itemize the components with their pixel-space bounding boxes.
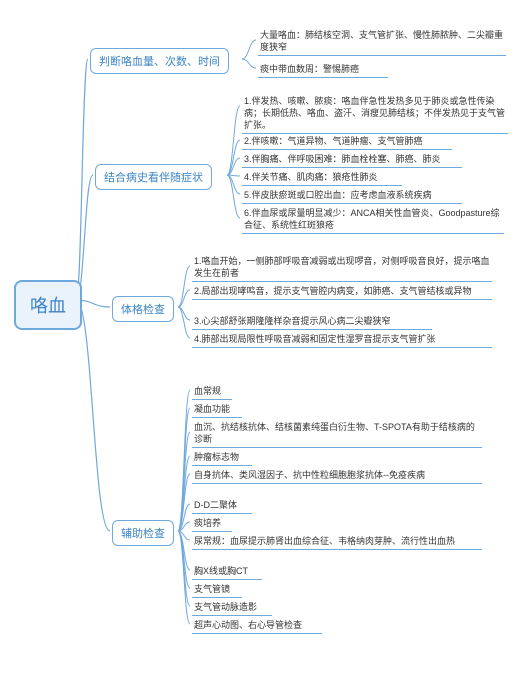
leaf-node-b1l1[interactable]: 大量咯血：肺结核空洞、支气管扩张、慢性肺脓肿、二尖瓣重度狭窄 — [258, 28, 506, 56]
leaf-node-b3l2[interactable]: 2.局部出现哮鸣音，提示支气管腔内病变，如肺癌、支气管结核或异物 — [192, 284, 492, 300]
leaf-node-b4l10[interactable]: 支气管镜 — [192, 582, 242, 598]
leaf-node-b2l5[interactable]: 5.伴皮肤瘀斑或口腔出血：应考虑血液系统疾病 — [242, 188, 462, 204]
leaf-node-b4l11[interactable]: 支气管动脉造影 — [192, 600, 272, 616]
leaf-node-b3l3[interactable]: 3.心尖部舒张期隆隆样杂音提示风心病二尖瓣狭窄 — [192, 314, 432, 330]
leaf-node-b4l2[interactable]: 凝血功能 — [192, 402, 242, 418]
leaf-node-b4l7[interactable]: 痰培养 — [192, 516, 232, 532]
leaf-node-b2l1[interactable]: 1.伴发热、咳嗽、脓痰：咯血伴急性发热多见于肺炎或急性传染病；长期低热、咯血、盗… — [242, 94, 508, 134]
branch-node-b4[interactable]: 辅助检查 — [112, 520, 174, 546]
branch-node-b2[interactable]: 结合病史看伴随症状 — [95, 164, 212, 190]
leaf-node-b4l1[interactable]: 血常规 — [192, 384, 232, 400]
leaf-node-b2l3[interactable]: 3.伴胸痛、伴呼吸困难：肺血栓栓塞、肺癌、肺炎 — [242, 152, 462, 168]
leaf-node-b4l9[interactable]: 胸X线或胸CT — [192, 564, 262, 580]
leaf-node-b2l4[interactable]: 4.伴关节痛、肌肉痛：狼疮性肺炎 — [242, 170, 402, 186]
leaf-node-b4l12[interactable]: 超声心动图、右心导管检查 — [192, 618, 322, 634]
leaf-node-b2l2[interactable]: 2.伴咳嗽：气道异物、气道肿瘤、支气管肺癌 — [242, 134, 452, 150]
branch-node-b1[interactable]: 判断咯血量、次数、时间 — [90, 48, 229, 74]
root-node[interactable]: 咯血 — [14, 280, 82, 330]
mindmap-canvas: 咯血 判断咯血量、次数、时间 大量咯血：肺结核空洞、支气管扩张、慢性肺脓肿、二尖瓣重… — [0, 0, 524, 689]
leaf-node-b4l8[interactable]: 尿常规：血尿提示肺肾出血综合征、韦格纳肉芽肿、流行性出血热 — [192, 534, 482, 550]
leaf-node-b4l5[interactable]: 自身抗体、类风湿因子、抗中性粒细胞胞浆抗体--免疫疾病 — [192, 468, 482, 484]
leaf-node-b2l6[interactable]: 6.伴血尿或尿量明显减少：ANCA相关性血管炎、Goodpasture综合征、系… — [242, 206, 504, 234]
leaf-node-b4l6[interactable]: D-D二聚体 — [192, 498, 252, 514]
leaf-node-b3l4[interactable]: 4.肺部出现局限性呼吸音减弱和固定性湿罗音提示支气管扩张 — [192, 332, 492, 348]
branch-node-b3[interactable]: 体格检查 — [112, 296, 174, 322]
leaf-node-b3l1[interactable]: 1.咯血开始，一侧肺部呼吸音减弱或出现啰音，对侧呼吸音良好，提示咯血发生在前者 — [192, 254, 492, 282]
leaf-node-b4l3[interactable]: 血沉、抗结核抗体、结核菌素纯蛋白衍生物、T-SPOTA有助于结核病的诊断 — [192, 420, 482, 448]
leaf-node-b4l4[interactable]: 肿瘤标志物 — [192, 450, 252, 466]
leaf-node-b1l2[interactable]: 痰中带血数周：警惕肺癌 — [258, 62, 388, 78]
